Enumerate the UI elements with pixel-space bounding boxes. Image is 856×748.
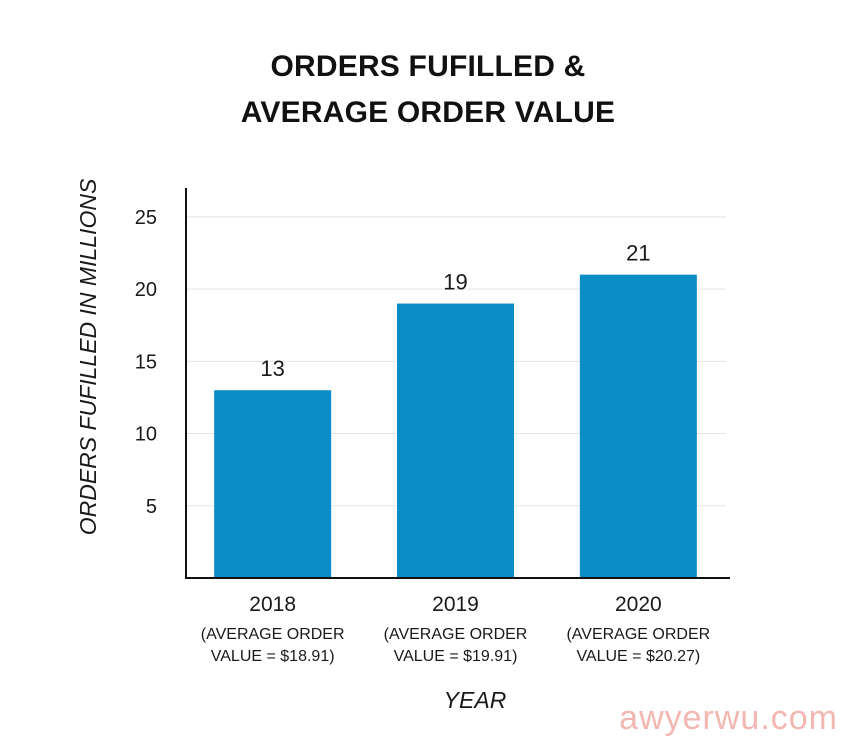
value-label-2020: 21 <box>626 241 650 266</box>
bars <box>214 274 697 578</box>
x-axis-label: YEAR <box>444 687 507 713</box>
axes <box>185 188 730 579</box>
x-tick-label-2018: 2018 <box>249 593 296 616</box>
x-tick-label-2020: 2020 <box>615 593 662 616</box>
bar-2018 <box>214 390 332 578</box>
y-tick-label-10: 10 <box>135 424 157 446</box>
y-axis-label: ORDERS FUFILLED IN MILLIONS <box>75 178 101 535</box>
chart-title-line-2: AVERAGE ORDER VALUE <box>240 96 616 129</box>
y-tick-label-5: 5 <box>146 496 157 518</box>
y-tick-label-20: 20 <box>135 279 157 301</box>
avg-order-note-2018-line-1: (AVERAGE ORDER <box>201 626 345 643</box>
value-label-2019: 19 <box>443 270 467 295</box>
avg-order-note-2020-line-2: VALUE = $20.27) <box>576 648 700 665</box>
y-tick-label-25: 25 <box>135 207 157 229</box>
bar-2020 <box>579 274 697 578</box>
value-label-2018: 13 <box>260 356 284 381</box>
avg-order-note-2019-line-1: (AVERAGE ORDER <box>384 626 528 643</box>
avg-order-note-2019-line-2: VALUE = $19.91) <box>394 648 518 665</box>
watermark: awyerwu.com <box>619 699 838 737</box>
chart-title-line-1: ORDERS FUFILLED & <box>270 50 586 83</box>
labels: 5 10 15 20 25 13 2018 (AVERAGE ORDER VALUE = $18… <box>135 207 710 665</box>
avg-order-note-2018-line-2: VALUE = $18.91) <box>211 648 335 665</box>
y-tick-label-15: 15 <box>135 351 157 373</box>
bar-2019 <box>397 303 514 578</box>
x-tick-label-2019: 2019 <box>432 593 479 616</box>
avg-order-note-2020-line-1: (AVERAGE ORDER <box>566 626 710 643</box>
